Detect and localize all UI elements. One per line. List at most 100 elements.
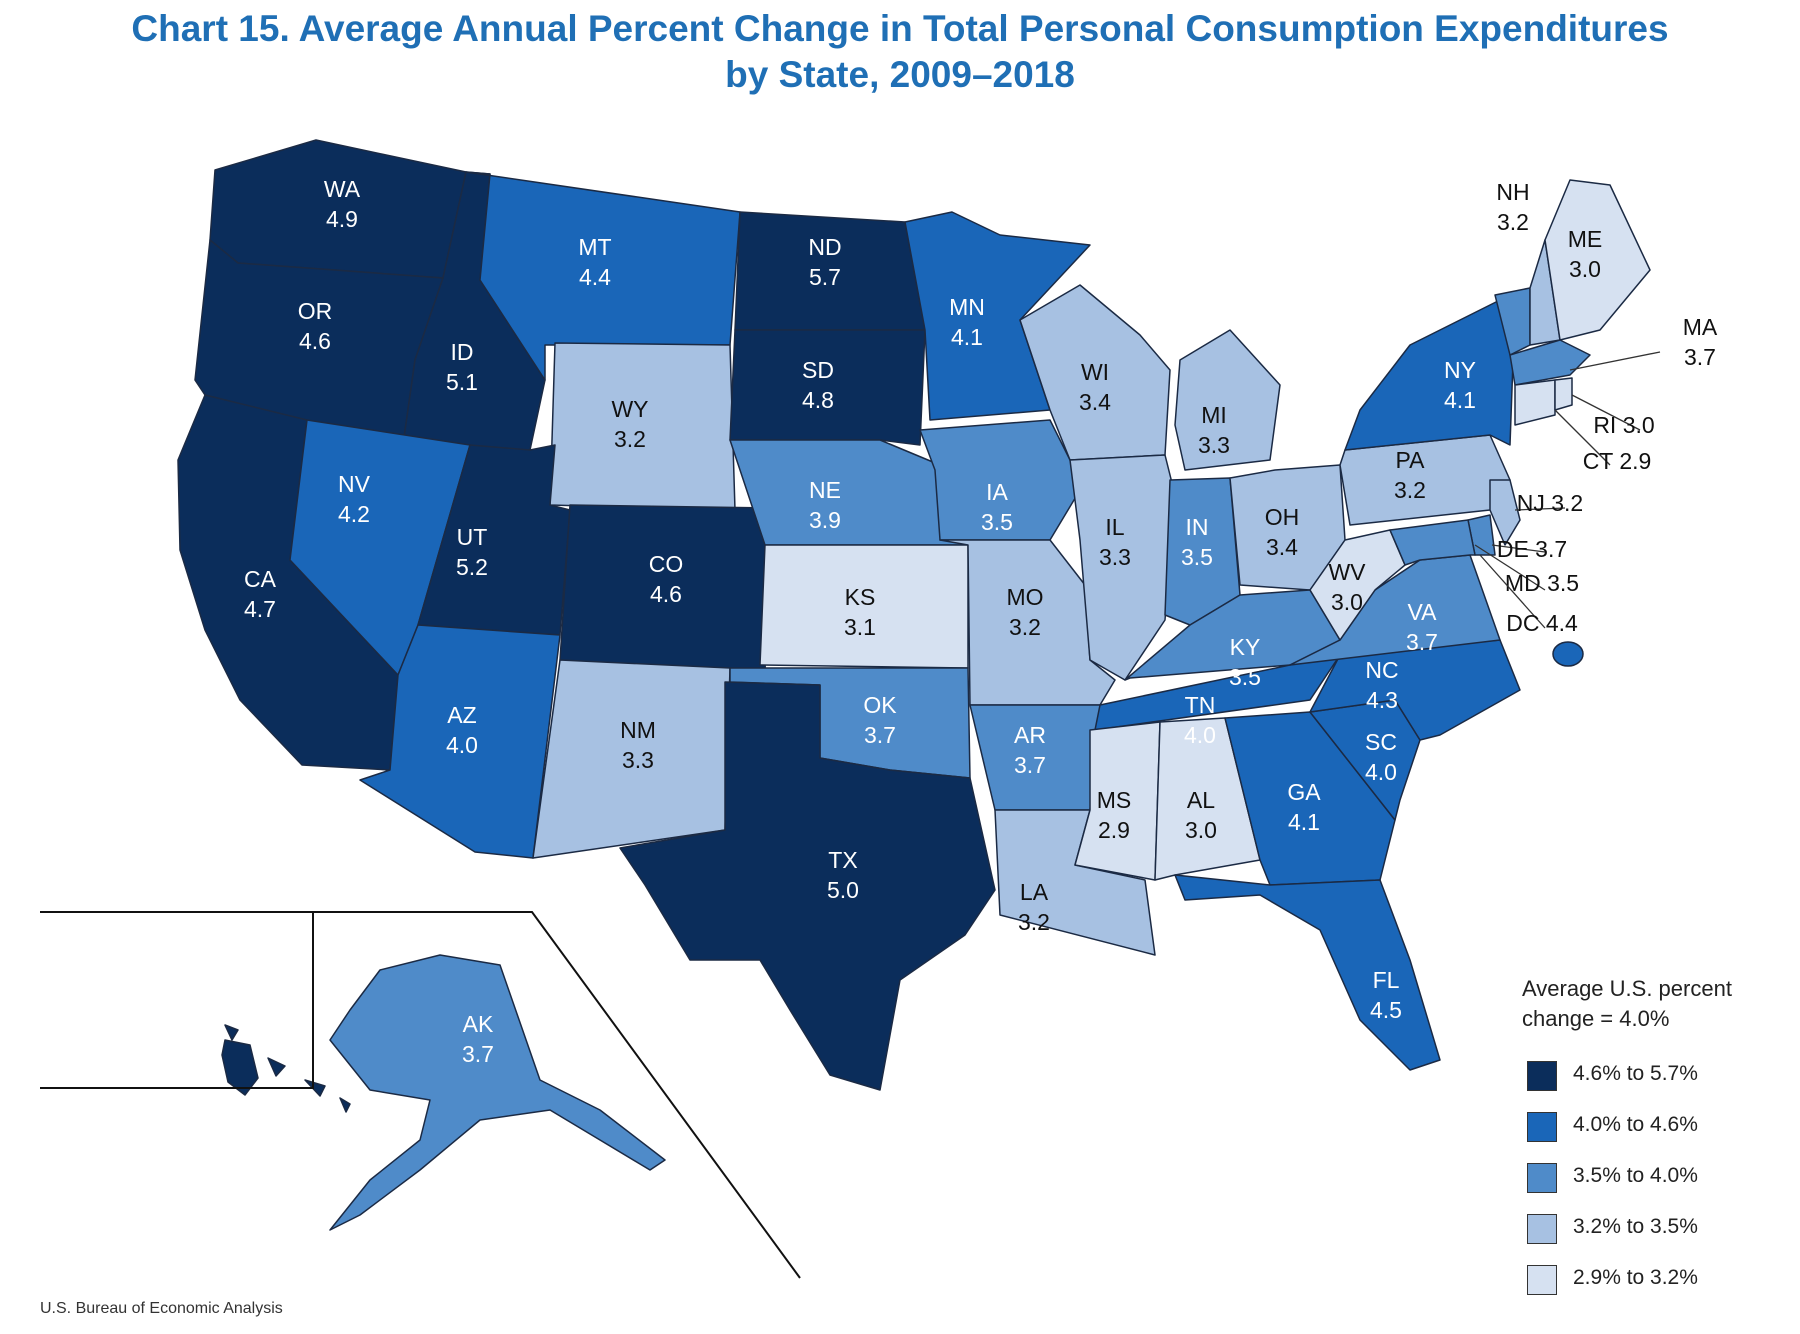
state-value-in: 3.5: [1181, 544, 1213, 570]
state-label-or: OR: [298, 298, 333, 324]
state-label-ut: UT: [457, 524, 488, 550]
state-value-mi: 3.3: [1198, 432, 1230, 458]
state-mi: [1174, 329, 1281, 471]
state-value-fl: 4.5: [1370, 997, 1402, 1023]
state-label-ri: RI 3.0: [1593, 412, 1654, 438]
state-label-nc: NC: [1365, 657, 1398, 683]
state-value-tx: 5.0: [827, 877, 859, 903]
state-label-nh: NH: [1496, 179, 1529, 205]
state-value-tn: 4.0: [1184, 722, 1216, 748]
state-value-ne: 3.9: [809, 507, 841, 533]
state-label-tn: TN: [1185, 692, 1216, 718]
state-label-ny: NY: [1444, 357, 1476, 383]
state-label-ga: GA: [1287, 779, 1321, 805]
state-label-me: ME: [1568, 226, 1603, 252]
legend-title: Average U.S. percent change = 4.0%: [1522, 974, 1732, 1034]
state-value-sd: 4.8: [802, 387, 834, 413]
state-label-la: LA: [1020, 879, 1049, 905]
state-value-ca: 4.7: [244, 596, 276, 622]
state-wi: [1019, 284, 1171, 461]
hawaii-inset-border: [40, 912, 314, 1089]
state-label-ky: KY: [1230, 634, 1261, 660]
state-value-ut: 5.2: [456, 554, 488, 580]
state-value-co: 4.6: [650, 581, 682, 607]
state-label-co: CO: [649, 551, 684, 577]
state-fl: [1174, 874, 1441, 1071]
state-label-wv: WV: [1328, 559, 1366, 585]
state-mo: [939, 539, 1116, 706]
legend-swatch: [1527, 1163, 1557, 1193]
state-value-vt: 3.5: [1434, 271, 1466, 297]
state-label-id: ID: [451, 339, 474, 365]
state-value-az: 4.0: [446, 732, 478, 758]
state-dc: [1552, 641, 1584, 667]
state-value-ms: 2.9: [1098, 817, 1130, 843]
legend-swatch: [1527, 1112, 1557, 1142]
legend-title-line1: Average U.S. percent: [1522, 976, 1732, 1001]
state-label-az: AZ: [447, 702, 476, 728]
state-value-or: 4.6: [299, 328, 331, 354]
legend-swatch: [1527, 1265, 1557, 1295]
state-value-nv: 4.2: [338, 501, 370, 527]
state-value-al: 3.0: [1185, 817, 1217, 843]
leader-line-ma: [1569, 351, 1661, 371]
state-tn: [1094, 654, 1341, 731]
state-label-vt: VT: [1435, 241, 1464, 267]
state-label-ok: OK: [863, 692, 897, 718]
state-label-nv: NV: [338, 471, 371, 497]
state-label-nj: NJ 3.2: [1517, 490, 1583, 516]
leader-line-dc: [1479, 554, 1546, 629]
state-value-nc: 4.3: [1366, 687, 1398, 713]
state-label-ia: IA: [986, 479, 1008, 505]
leader-line-de: [1491, 544, 1546, 553]
state-label-wa: WA: [324, 176, 361, 202]
state-value-mn: 4.1: [951, 324, 983, 350]
state-label-hi: HI: [149, 1022, 172, 1048]
state-label-mi: MI: [1201, 402, 1227, 428]
legend-swatch: [1527, 1214, 1557, 1244]
state-value-nm: 3.3: [622, 747, 654, 773]
state-al: [1154, 717, 1261, 881]
state-label-tx: TX: [828, 847, 857, 873]
state-ia: [919, 419, 1081, 541]
state-value-ak: 3.7: [462, 1041, 494, 1067]
state-label-ar: AR: [1014, 722, 1046, 748]
state-md: [1389, 519, 1476, 566]
leader-line-ct: [1554, 409, 1611, 466]
legend-label: 3.5% to 4.0%: [1573, 1164, 1698, 1187]
state-value-ks: 3.1: [844, 614, 876, 640]
state-value-nh: 3.2: [1497, 209, 1529, 235]
state-value-ia: 3.5: [981, 509, 1013, 535]
state-label-md: MD 3.5: [1505, 570, 1579, 596]
state-hi: [221, 1024, 351, 1113]
state-label-mn: MN: [949, 294, 985, 320]
state-value-oh: 3.4: [1266, 534, 1298, 560]
state-il: [1069, 454, 1176, 681]
state-label-il: IL: [1105, 514, 1124, 540]
legend-title-line2: change = 4.0%: [1522, 1006, 1670, 1031]
legend-label: 4.6% to 5.7%: [1573, 1062, 1698, 1085]
state-label-ak: AK: [463, 1011, 494, 1037]
leader-line-md: [1474, 544, 1546, 591]
state-value-sc: 4.0: [1365, 759, 1397, 785]
state-label-ct: CT 2.9: [1583, 448, 1652, 474]
state-label-pa: PA: [1396, 447, 1426, 473]
state-value-mt: 4.4: [579, 264, 611, 290]
state-sd: [729, 329, 926, 446]
state-ma: [1509, 339, 1591, 386]
legend-label: 2.9% to 3.2%: [1573, 1266, 1698, 1289]
state-value-il: 3.3: [1099, 544, 1131, 570]
chart-title-line2: by State, 2009–2018: [725, 54, 1075, 95]
state-value-wi: 3.4: [1079, 389, 1111, 415]
state-label-al: AL: [1187, 787, 1215, 813]
state-ri: [1554, 377, 1573, 411]
state-label-de: DE 3.7: [1497, 536, 1567, 562]
state-label-nd: ND: [808, 234, 841, 260]
state-label-mo: MO: [1006, 584, 1043, 610]
state-value-mo: 3.2: [1009, 614, 1041, 640]
state-value-pa: 3.2: [1394, 477, 1426, 503]
state-value-wy: 3.2: [614, 426, 646, 452]
state-value-wa: 4.9: [326, 206, 358, 232]
state-value-me: 3.0: [1569, 256, 1601, 282]
